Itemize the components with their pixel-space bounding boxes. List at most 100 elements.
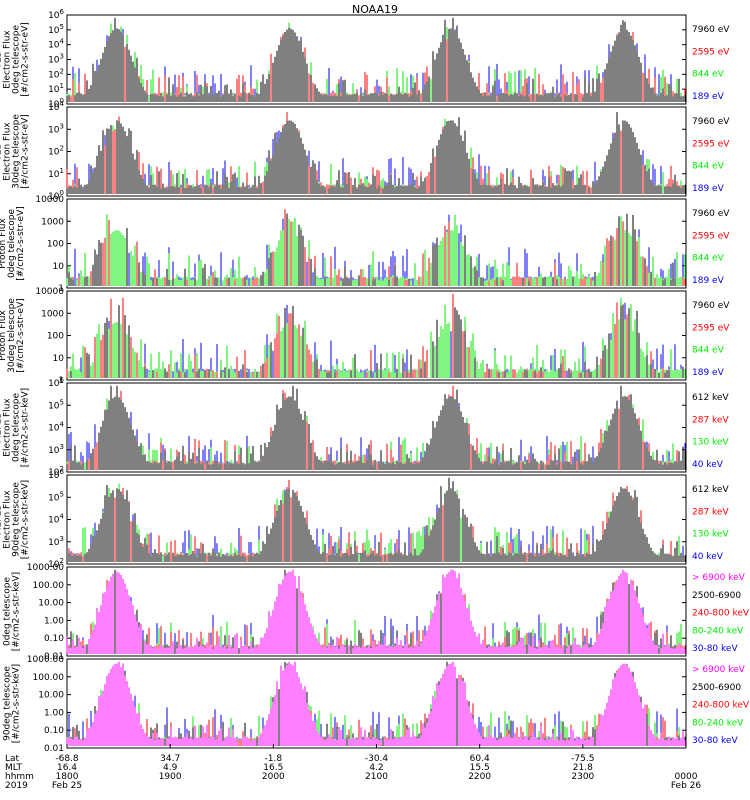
y-tick-label: 0.10 (44, 634, 64, 644)
y-axis-label: 90deg telescope[#/cm2-s-str-keV] (3, 664, 22, 743)
legend-entry: > 6900 keV (692, 573, 746, 583)
series-blue (66, 400, 686, 470)
panel-8: 0.01 0.10 1.00 10.00 100.00 1000.00 90deg tele… (3, 655, 750, 754)
series-blue (66, 489, 686, 562)
x-row-label: Lat (5, 754, 20, 764)
legend-entry: 287 keV (692, 415, 729, 425)
x-tick-label: 21.8 (573, 763, 593, 773)
series-red (66, 385, 686, 470)
legend-entry: 2500-6900 (692, 591, 741, 601)
legend-entry: 844 eV (692, 70, 725, 80)
y-tick-label: 10.00 (38, 691, 64, 701)
x-tick-label: -68.8 (55, 754, 79, 764)
legend-entry: 2595 eV (692, 323, 730, 333)
x-tick-label: 4.2 (369, 763, 383, 773)
series-red (66, 670, 686, 746)
x-tick-label: 2100 (365, 772, 388, 782)
y-tick-label: 10.00 (38, 599, 64, 609)
x-tick-label: 1800 (56, 772, 79, 782)
y-tick-label: 103 (48, 53, 64, 66)
x-tick-label: -30.4 (365, 754, 389, 764)
legend-entry: 189 eV (692, 92, 725, 102)
legend-entry: 7960 eV (692, 209, 730, 219)
series-green (66, 395, 686, 470)
x-tick-label: Feb 26 (671, 781, 702, 791)
series-red (66, 30, 686, 102)
legend-entry: 2595 eV (692, 47, 730, 57)
series-red (66, 572, 686, 654)
y-axis-label: MEPEDElectron Flux0deg telescope[#/cm2-s… (0, 388, 31, 467)
y-tick-label: 104 (48, 513, 64, 526)
legend-entry: 7960 eV (692, 301, 730, 311)
legend-entry: 189 eV (692, 276, 725, 286)
y-tick-label: 1 (58, 284, 64, 294)
x-tick-label: 60.4 (470, 754, 490, 764)
y-tick-label: 100 (47, 332, 64, 342)
y-tick-label: 1000.00 (27, 563, 64, 573)
series-green (66, 117, 686, 194)
y-axis-label: MEPEDElectron Flux90deg telescope[#/cm2-… (0, 480, 31, 559)
series-magenta (66, 569, 686, 654)
panel-frame (66, 198, 687, 289)
y-tick-label: 10000 (35, 287, 64, 297)
y-axis-label: TEDElectron Flux30deg telescope[#/cm2-s-… (0, 114, 31, 189)
legend-entry: 287 keV (692, 507, 729, 517)
x-tick-label: 2300 (571, 772, 594, 782)
series-green (66, 573, 686, 654)
series-black (70, 304, 684, 378)
y-tick-label: 103 (48, 122, 64, 135)
series-green (66, 483, 686, 562)
x-row-label: hhmm (5, 772, 34, 782)
y-tick-label: 105 (48, 398, 64, 411)
panel-3: 1 10 100 1000 10000 Proton Flux0deg telescope… (0, 195, 730, 294)
legend-entry: 2595 eV (692, 231, 730, 241)
y-tick-label: 103 (48, 535, 64, 548)
series-green (66, 297, 686, 378)
series-black (66, 477, 686, 562)
y-tick-label: 1 (58, 376, 64, 386)
series-magenta (66, 661, 686, 746)
y-tick-label: 1.00 (44, 616, 64, 626)
legend-entry: 7960 eV (692, 117, 730, 127)
series-green (66, 22, 686, 102)
x-tick-label: Feb 25 (52, 781, 82, 791)
series-blue (66, 130, 686, 194)
y-axis-label: Proton Flux30deg telescope[#/cm2-s-str-e… (0, 298, 26, 373)
series-black (68, 213, 676, 286)
panel-7: 0.01 0.10 1.00 10.00 100.00 1000.00 0deg teles… (3, 563, 750, 662)
legend-entry: 130 keV (692, 530, 729, 540)
y-tick-label: 102 (48, 145, 64, 158)
y-tick-label: 104 (48, 38, 64, 51)
y-tick-label: 10 (53, 262, 65, 272)
x-tick-label: 16.5 (263, 763, 283, 773)
y-tick-label: 101 (48, 167, 64, 180)
y-tick-label: 0.01 (44, 744, 64, 754)
legend-entry: 844 eV (692, 346, 725, 356)
series-red (66, 112, 686, 194)
series-green (66, 667, 686, 746)
legend-entry: 80-240 keV (692, 718, 744, 728)
legend-entry: 2595 eV (692, 139, 730, 149)
panel-frame (66, 566, 687, 657)
y-tick-label: 106 (48, 8, 64, 21)
x-tick-label: 16.4 (57, 763, 77, 773)
legend-entry: 2500-6900 (692, 683, 741, 693)
y-tick-label: 105 (48, 23, 64, 36)
x-row-label: 2019 (5, 781, 28, 791)
x-tick-label: 34.7 (160, 754, 180, 764)
y-tick-label: 0.01 (44, 652, 64, 662)
y-tick-label: 1.00 (44, 708, 64, 718)
x-tick-label: 4.9 (163, 763, 178, 773)
series-green (66, 214, 686, 286)
legend-entry: 612 keV (692, 485, 729, 495)
y-axis-label: Proton Flux0deg telescope[#/cm2-s-str-eV… (0, 206, 26, 281)
y-tick-label: 10 (53, 354, 65, 364)
y-tick-label: 100.00 (33, 673, 65, 683)
legend-entry: 844 eV (692, 254, 725, 264)
